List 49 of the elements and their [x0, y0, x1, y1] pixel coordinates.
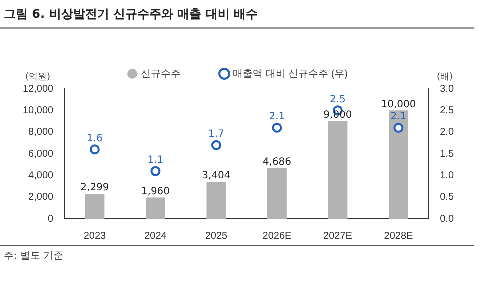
- y2-axis-title: (배): [436, 72, 454, 82]
- x-tick-label: 2026E: [262, 230, 292, 242]
- point: [211, 140, 222, 150]
- y-tick-label: 8,000: [28, 127, 54, 138]
- y2-tick-label: 1.5: [440, 148, 454, 160]
- y-tick-label: 2,000: [28, 192, 54, 204]
- y-tick-label: 0: [48, 214, 54, 225]
- data-label: 1.7: [208, 128, 224, 140]
- y-tick-label: 6,000: [28, 148, 54, 160]
- x-tick-label: 2028E: [384, 230, 414, 242]
- text: 주: 별도 기준: [0, 245, 474, 263]
- x-tick-label: 2025: [205, 230, 228, 242]
- data-label: 1.1: [148, 154, 164, 166]
- x-tick-label: 2027E: [324, 230, 353, 242]
- bar: [206, 182, 226, 219]
- y2-tick-label: 3.0: [440, 84, 454, 95]
- data-label: 3,404: [202, 170, 231, 182]
- y-tick-label: 10,000: [22, 105, 54, 116]
- point: [150, 166, 161, 176]
- y2-tick-label: 2.5: [440, 105, 454, 116]
- x-tick-label: 2023: [84, 230, 107, 242]
- point: [394, 123, 404, 133]
- data-label: 2.1: [269, 112, 286, 123]
- data-label: 2.5: [330, 94, 346, 106]
- y-tick-label: 12,000: [22, 84, 54, 95]
- bar: [328, 122, 348, 219]
- y-axis-title: (억원): [25, 72, 51, 82]
- bar: [146, 198, 166, 219]
- y2-tick-label: 0.0: [440, 214, 454, 225]
- y2-tick-label: 0.5: [440, 192, 454, 204]
- data-label: 9,000: [324, 110, 352, 122]
- data-label: 2.1: [390, 112, 407, 123]
- bar: [268, 168, 287, 219]
- point: [272, 123, 282, 133]
- chart-title: 그림 6. 비상발전기 신규수주와 매출 대비 배수: [0, 0, 474, 29]
- legend-label: 신규수주: [141, 68, 181, 80]
- data-label: 2,299: [80, 182, 110, 194]
- data-label: 4,686: [262, 156, 292, 168]
- y2-tick-label: 2.0: [440, 127, 454, 138]
- bar: [85, 194, 105, 219]
- data-label: 10,000: [381, 99, 416, 110]
- bar: [389, 110, 408, 219]
- point: [90, 144, 100, 155]
- data-label: 1.6: [87, 133, 103, 144]
- data-label: 1,960: [141, 186, 170, 198]
- y2-tick-label: 1.0: [440, 170, 454, 182]
- x-tick-label: 2024: [144, 230, 168, 242]
- y-tick-label: 4,000: [28, 170, 54, 182]
- legend-label: 매출액 대비 신규수주 (우): [233, 68, 348, 80]
